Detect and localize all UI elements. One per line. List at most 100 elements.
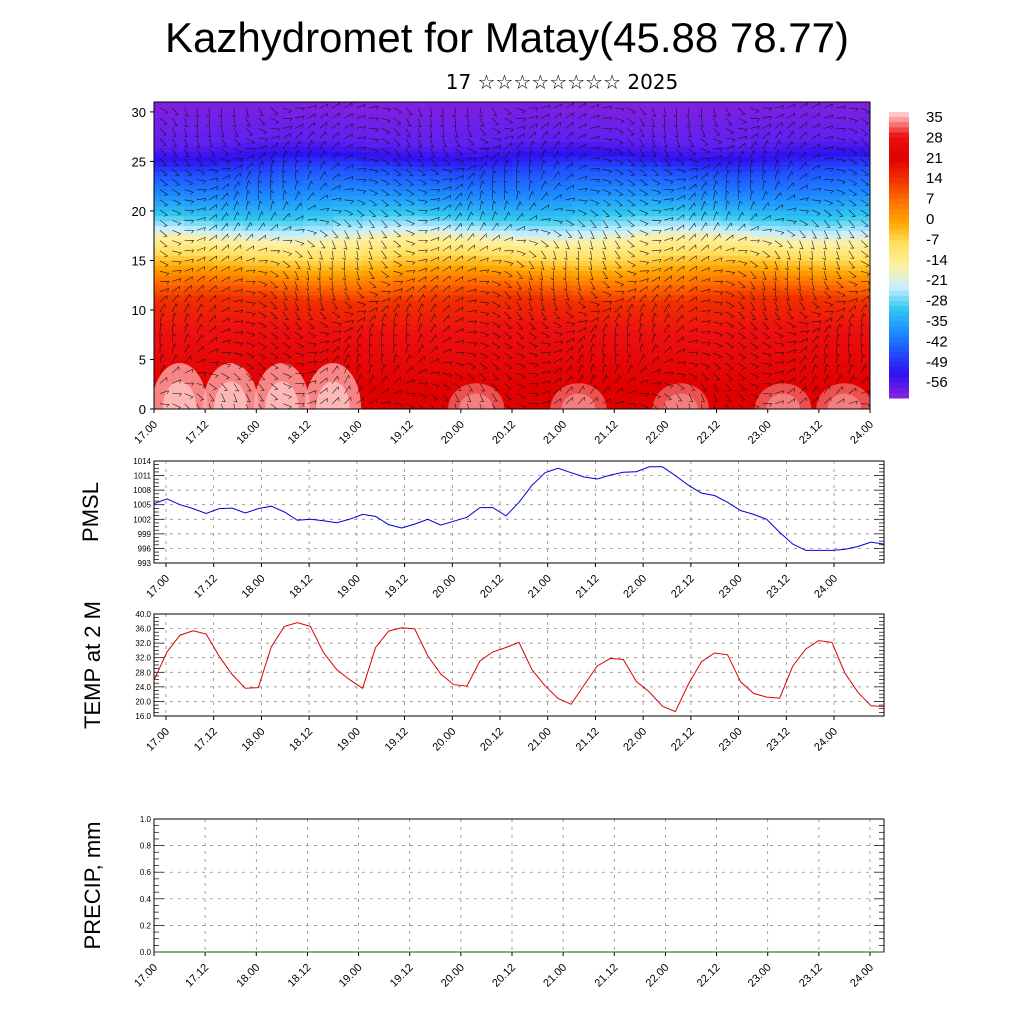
wind-barb (836, 323, 843, 333)
heatmap-cell (780, 378, 811, 385)
wind-barb (676, 204, 685, 211)
wind-barb (428, 118, 432, 128)
heatmap-cell (273, 141, 304, 147)
wind-barb (762, 115, 772, 120)
wind-barb (172, 270, 182, 274)
wind-barb (172, 393, 182, 397)
wind-barb (528, 383, 539, 387)
ytick-label: 36.0 (135, 625, 151, 634)
heatmap-cell (750, 146, 782, 152)
heatmap-cell (571, 215, 603, 222)
wind-barb (602, 307, 612, 313)
wind-barb (836, 363, 841, 374)
wind-barb (492, 281, 502, 287)
wind-barb (159, 240, 168, 248)
wind-barb (393, 107, 403, 114)
wind-barb (342, 271, 346, 281)
wind-barb (405, 189, 415, 196)
heatmap-cell (392, 383, 424, 390)
heatmap-cell (541, 180, 573, 187)
wind-barb (504, 135, 514, 140)
wind-barb (221, 383, 228, 391)
wind-barb (614, 343, 618, 353)
wind-barb (578, 175, 588, 180)
heatmap-cell (840, 126, 870, 133)
wind-barb (504, 362, 513, 370)
wind-barb (664, 189, 674, 193)
heatmap-cell (541, 250, 573, 256)
wind-barb (393, 250, 402, 258)
wind-barb (233, 383, 240, 392)
colorbar-label: -28 (926, 293, 948, 310)
wind-barb (258, 145, 268, 150)
heatmap-cell (422, 230, 453, 236)
heatmap-cell (601, 185, 632, 192)
wind-barb (332, 102, 341, 109)
wind-barb (639, 343, 644, 353)
ytick-label: 24.0 (135, 683, 151, 692)
wind-barb (799, 240, 804, 250)
wind-barb (676, 275, 685, 282)
heatmap-cell (571, 329, 603, 336)
heatmap-cell (840, 349, 870, 355)
heatmap-cell (422, 289, 453, 296)
heatmap-cell (303, 171, 334, 177)
heatmap-cell (183, 141, 215, 147)
heatmap-cell (154, 240, 185, 246)
heatmap-cell (720, 354, 752, 360)
heatmap-cell (183, 255, 215, 261)
heatmap-cell (392, 185, 424, 192)
wind-barb (381, 158, 390, 166)
heatmap-cell (213, 324, 245, 331)
heatmap-cell (422, 398, 453, 405)
wind-barb (516, 169, 520, 180)
wind-barb (836, 374, 843, 384)
wind-barb (245, 221, 253, 231)
wind-barb (172, 303, 178, 313)
wind-barb (528, 311, 535, 321)
heatmap-cell (452, 334, 483, 340)
wind-barb (627, 303, 634, 313)
wind-barb (356, 281, 362, 290)
heatmap-cell (780, 403, 811, 409)
heatmap-cell (213, 289, 245, 296)
wind-barb (590, 291, 598, 299)
wind-barb (553, 182, 561, 190)
heatmap-cell (154, 185, 185, 192)
heatmap-cell (482, 250, 513, 256)
heatmap-cell (154, 116, 185, 123)
wind-barb (565, 355, 573, 364)
heatmap-cell (840, 131, 870, 137)
wind-barb (196, 197, 207, 202)
wind-barb (356, 220, 363, 228)
wind-barb (381, 322, 386, 333)
wind-barb (701, 331, 711, 335)
wind-barb (602, 138, 613, 143)
wind-barb (737, 270, 747, 278)
heatmap-cell (661, 354, 692, 360)
heatmap-cell (571, 116, 603, 123)
heatmap-cell (601, 344, 632, 350)
wind-barb (774, 301, 779, 311)
heatmap-cell (601, 329, 632, 336)
heatmap-cell (541, 235, 573, 241)
heatmap-cell (661, 284, 692, 291)
heatmap-cell (512, 151, 543, 157)
heatmap-cell (631, 378, 662, 385)
wind-barb (809, 260, 813, 271)
heatmap-cell (720, 205, 752, 212)
heatmap-cell (333, 121, 364, 128)
heatmap-cell (183, 220, 215, 227)
heatmap-cell (601, 324, 632, 331)
wind-barb (245, 383, 252, 392)
heatmap-cell (243, 270, 274, 276)
wind-barb (578, 164, 587, 170)
wind-barb (430, 179, 440, 185)
heatmap-cell (154, 250, 185, 256)
wind-barb (651, 393, 661, 399)
wind-barb (614, 168, 624, 176)
heatmap-cell (840, 220, 870, 227)
wind-barb (725, 362, 734, 370)
heatmap-warm-core (213, 381, 248, 409)
